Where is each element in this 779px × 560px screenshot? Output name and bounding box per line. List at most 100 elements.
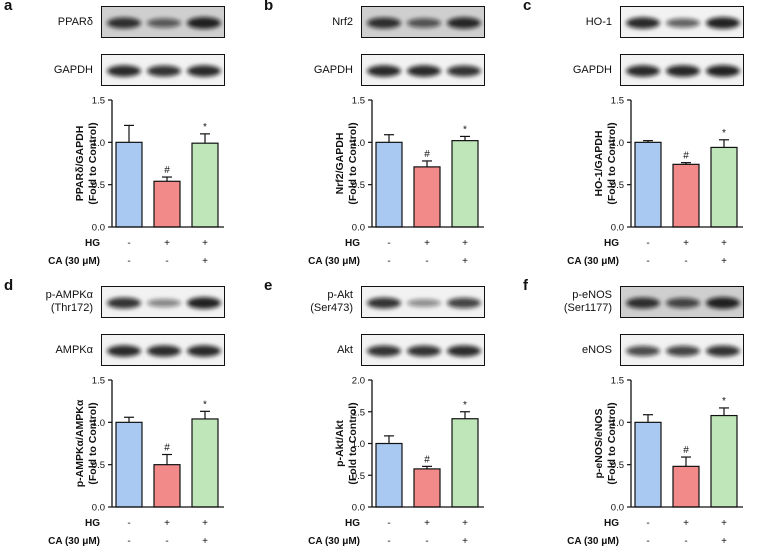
y-axis-label-unit: (Fold to Control) [347,122,359,204]
significance-mark: * [722,396,726,407]
bar [191,418,219,508]
blot-image [361,334,485,366]
y-tick-label: 1.0 [352,439,365,450]
treatment-sign: + [424,518,430,529]
treatment-sign: + [462,238,468,249]
blot-band [187,17,221,29]
y-tick-label: 1.5 [92,96,105,107]
treatment-sign: - [684,256,687,267]
y-tick-label: 0.5 [352,471,365,482]
treatment-sign: - [387,256,390,267]
panel-f: f p-eNOS (Ser1177) eNOS 0.0 0.5 1.0 1.5 p-eNOS/… [519,277,779,560]
treatment-label: HG [85,238,100,249]
treatment-label: CA (30 μM) [308,536,360,547]
blot-band [447,297,481,309]
blot-label-line: p-Akt [327,289,353,301]
treatment-sign: - [646,256,649,267]
blot-band [187,65,221,77]
significance-mark: # [424,454,430,465]
y-tick-label: 0.5 [611,180,624,191]
blot-label: GAPDH [314,64,353,77]
blot-bands [367,297,481,309]
treatment-label: CA (30 μM) [48,256,100,267]
treatment-sign: + [462,536,468,547]
blot-image [620,6,744,38]
blot-label: PPARδ [58,16,93,29]
treatment-label: CA (30 μM) [567,256,619,267]
treatment-sign: - [387,536,390,547]
blot-label-line: (Ser473) [310,302,353,314]
treatment-sign: + [164,518,170,529]
treatment-sign: - [425,536,428,547]
treatment-sign: + [683,238,689,249]
blot-label-line: AMPKα [55,343,93,356]
bar [451,140,479,228]
treatment-label: HG [345,518,360,529]
blot-label: p-Akt (Ser473) [310,289,353,315]
blot-bands [107,65,221,77]
blot-band [367,17,401,29]
bar [710,146,738,228]
y-axis-label-unit: (Fold to Control) [606,122,618,204]
y-tick-label: 0.5 [352,180,365,191]
blot-band [626,345,660,357]
blot-image [620,54,744,86]
treatment-sign: - [646,536,649,547]
blot-image [101,334,225,366]
y-axis-label: p-eNOS/eNOS [593,408,605,478]
y-tick-label: 2.0 [352,376,365,387]
significance-mark: # [164,443,170,454]
treatment-sign: + [424,238,430,249]
bar [375,442,403,508]
y-tick-label: 1.5 [611,96,624,107]
blot-bands [107,345,221,357]
y-axis-label-unit: (Fold to Control) [347,402,359,484]
blot-image [620,334,744,366]
bar [634,141,662,228]
treatment-sign: + [721,518,727,529]
treatment-sign: - [127,238,130,249]
panel-letter: d [4,277,14,294]
blot-bands [367,17,481,29]
blot-label-line: GAPDH [53,63,93,76]
blot-label: p-AMPKα (Thr172) [46,289,93,315]
significance-mark: * [203,399,207,410]
treatment-sign: + [721,256,727,267]
y-axis-label: p-AMPKα/AMPKα [74,399,86,487]
blot-band [626,17,660,29]
treatment-label: CA (30 μM) [308,256,360,267]
bar [672,163,700,228]
blot-band [626,297,660,309]
blot-band [447,17,481,29]
y-axis-label: Nrf2/GAPDH [334,133,346,195]
y-tick-label: 0.0 [611,503,624,514]
blot-image [101,6,225,38]
treatment-sign: - [425,256,428,267]
blot-band [187,297,221,309]
blot-label-line: Akt [337,343,353,356]
panel-letter: f [523,277,528,294]
treatment-sign: + [202,536,208,547]
y-tick-label: 0.0 [92,223,105,234]
y-tick-label: 0.0 [352,223,365,234]
bar-chart: 0.0 0.5 1.0 1.5 Nrf2/GAPDH (Fold to Control) #… [308,96,484,267]
blot-band [626,65,660,77]
panel-b: b Nrf2 GAPDH 0.0 0.5 1.0 1.5 Nrf2/GAPDH (Fold t… [260,0,520,280]
treatment-sign: - [127,536,130,547]
blot-bands [626,345,740,357]
y-axis-label: p-Akt/Akt [334,420,346,467]
blot-image [101,286,225,318]
treatment-sign: + [202,238,208,249]
treatment-sign: + [462,256,468,267]
blot-label: GAPDH [54,64,93,77]
blot-band [147,65,181,77]
blot-band [666,65,700,77]
blot-label: eNOS [582,344,612,357]
treatment-sign: + [721,536,727,547]
blot-image [361,6,485,38]
bar [375,141,403,228]
panel-d: d p-AMPKα (Thr172) AMPKα 0.0 0.5 1.0 1.5 p-AMPK… [0,277,260,560]
blot-image [101,54,225,86]
y-tick-label: 1.5 [611,376,624,387]
blot-band [367,65,401,77]
